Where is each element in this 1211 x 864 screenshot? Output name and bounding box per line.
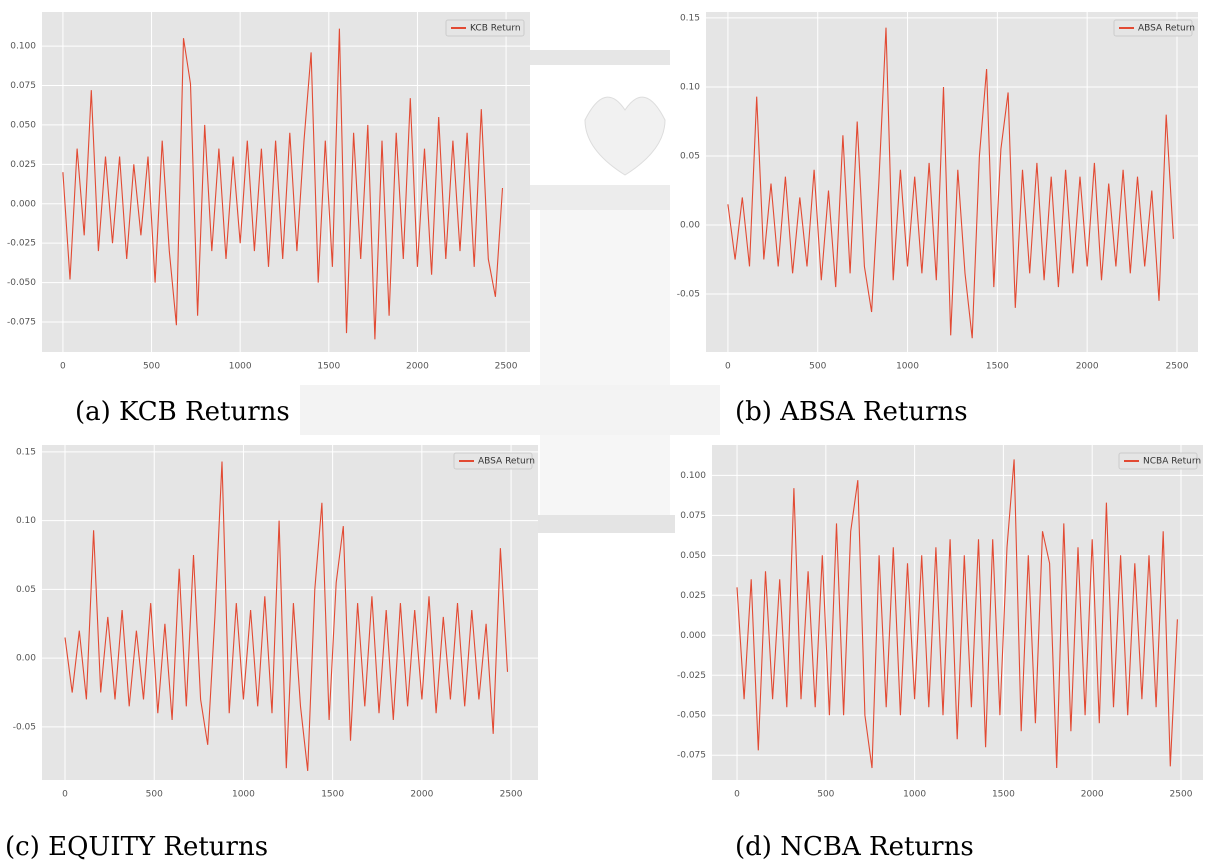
y-tick-label: -0.025: [677, 671, 706, 681]
x-tick-label: 0: [734, 790, 740, 800]
y-tick-label: 0.00: [16, 654, 36, 664]
x-tick-label: 1500: [317, 362, 340, 372]
x-tick-label: 500: [146, 790, 163, 800]
x-tick-label: 500: [143, 362, 160, 372]
y-tick-label: 0.075: [680, 511, 706, 521]
y-tick-label: 0.075: [10, 81, 36, 91]
chart: -0.05 0.00 0.05 0.10 0.15 0 500 1000 1500 2000 250…: [677, 12, 1198, 427]
x-tick-label: 1500: [321, 790, 344, 800]
caption: (b) ABSA Returns: [735, 397, 968, 427]
figure-canvas: -0.075-0.050-0.0250.0000.0250.0500.0750.…: [0, 0, 1211, 864]
y-tick-label: 0.05: [16, 585, 36, 595]
x-tick-label: 2500: [495, 362, 518, 372]
legend-label: ABSA Return: [1138, 24, 1195, 34]
x-tick-label: 1000: [232, 790, 255, 800]
x-tick-label: 2500: [500, 790, 523, 800]
x-tick-label: 2000: [410, 790, 433, 800]
y-tick-label: -0.05: [677, 290, 700, 300]
x-tick-label: 500: [817, 790, 834, 800]
y-tick-label: 0.100: [10, 42, 36, 52]
figure: -0.075-0.050-0.0250.0000.0250.0500.0750.…: [0, 0, 1211, 864]
x-tick-label: 2000: [1076, 362, 1099, 372]
y-tick-label: 0.00: [680, 221, 700, 231]
x-tick-label: 2500: [1170, 790, 1193, 800]
caption: (a) KCB Returns: [75, 397, 290, 427]
y-tick-label: -0.050: [677, 711, 706, 721]
y-tick-label: 0.025: [680, 591, 706, 601]
y-tick-label: 0.10: [680, 82, 700, 92]
x-tick-label: 2000: [406, 362, 429, 372]
y-tick-label: 0.025: [10, 160, 36, 170]
plot-area: [42, 12, 530, 352]
x-tick-label: 1000: [229, 362, 252, 372]
y-tick-label: -0.075: [677, 751, 706, 761]
y-tick-label: 0.050: [10, 120, 36, 130]
x-tick-label: 500: [809, 362, 826, 372]
caption: (d) NCBA Returns: [735, 832, 974, 862]
y-tick-label: 0.05: [680, 151, 700, 161]
x-tick-label: 2000: [1081, 790, 1104, 800]
y-tick-label: -0.025: [7, 239, 36, 249]
x-tick-label: 2500: [1166, 362, 1189, 372]
chart: -0.075 -0.050 -0.025 0.000 0.025 0.050 0.075 0.…: [7, 12, 530, 427]
x-tick-label: 0: [62, 790, 68, 800]
chart: -0.075 -0.050 -0.025 0.000 0.025 0.050 0.075 0.…: [677, 445, 1203, 862]
chart: -0.05 0.00 0.05 0.10 0.15 0 500 1000 1500 2000 250…: [5, 445, 538, 862]
y-tick-label: 0.15: [16, 447, 36, 457]
x-tick-label: 1000: [903, 790, 926, 800]
plot-area: [42, 445, 538, 780]
y-tick-label: 0.100: [680, 471, 706, 481]
y-tick-label: -0.05: [13, 722, 36, 732]
y-tick-label: 0.000: [680, 631, 706, 641]
x-tick-label: 1500: [992, 790, 1015, 800]
y-tick-label: -0.075: [7, 318, 36, 328]
legend-label: KCB Return: [470, 24, 521, 34]
x-tick-label: 0: [725, 362, 731, 372]
y-tick-label: 0.10: [16, 516, 36, 526]
legend-label: NCBA Return: [1143, 457, 1201, 467]
y-tick-label: 0.050: [680, 551, 706, 561]
x-tick-label: 1000: [896, 362, 919, 372]
y-tick-label: 0.000: [10, 199, 36, 209]
y-tick-label: -0.050: [7, 278, 36, 288]
caption: (c) EQUITY Returns: [5, 832, 268, 862]
x-tick-label: 0: [60, 362, 66, 372]
legend-label: ABSA Return: [478, 457, 535, 467]
y-tick-label: 0.15: [680, 13, 700, 23]
x-tick-label: 1500: [986, 362, 1009, 372]
